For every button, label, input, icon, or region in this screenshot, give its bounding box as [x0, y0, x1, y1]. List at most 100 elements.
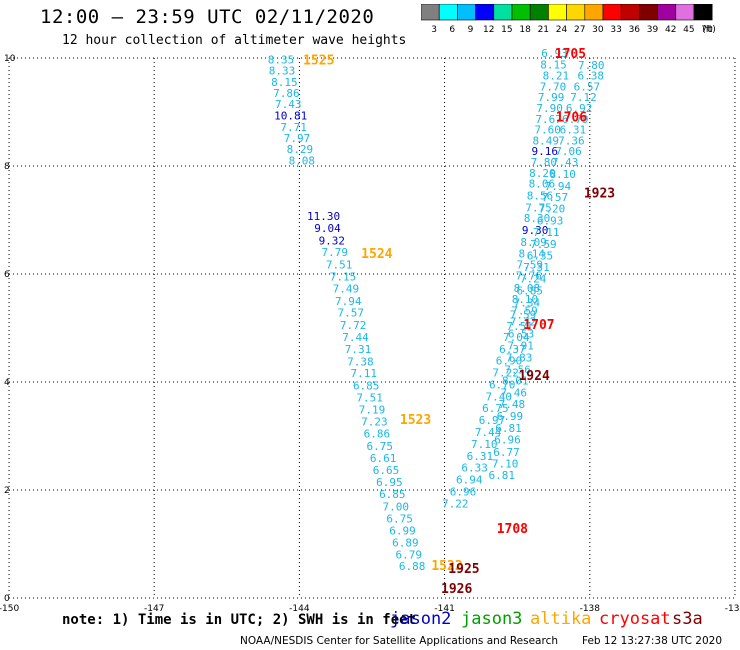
wave-height-value: 8.33 [269, 65, 296, 78]
wave-height-value: 7.83 [506, 351, 533, 364]
wave-height-value: 6.65 [373, 464, 400, 477]
wave-height-value: 6.38 [578, 70, 605, 83]
legend-s3a: s3a [672, 609, 703, 629]
wave-height-value: 7.15 [330, 270, 357, 283]
wave-height-value: 7.10 [471, 438, 498, 451]
wave-height-value: 6.89 [392, 537, 419, 550]
wave-height-value: 6.85 [517, 285, 544, 298]
wave-height-value: 9.04 [314, 222, 341, 235]
wave-height-value: 7.06 [555, 145, 582, 158]
wave-height-value: 6.77 [493, 446, 520, 459]
wave-height-value: 6.93 [537, 214, 564, 227]
wave-height-value: 8.15 [540, 58, 567, 71]
y-tick-label: 2 [4, 486, 10, 496]
wave-height-value: 8.29 [287, 143, 314, 156]
wave-height-value: 7.59 [510, 308, 537, 321]
wave-height-value: 7.94 [545, 180, 572, 193]
wave-height-value: 9.30 [522, 224, 549, 237]
wave-height-value: 6.99 [389, 524, 416, 537]
wave-height-value: 6.37 [499, 343, 526, 356]
x-tick-label: -147 [144, 604, 164, 614]
pass-time-label: 1926 [441, 582, 472, 597]
wave-height-value: 7.97 [284, 132, 311, 145]
wave-height-value: 6.85 [353, 380, 380, 393]
colorbar-label: 33 [610, 25, 621, 35]
colorbar-label: 39 [647, 25, 659, 35]
wave-height-value: 7.80 [578, 59, 605, 72]
wave-height-value: 7.59 [517, 259, 544, 272]
wave-height-value: 6.57 [574, 80, 601, 93]
wave-height-value: 6.99 [497, 410, 524, 423]
wave-height-value: 7.20 [539, 202, 566, 215]
wave-height-value: 6.90 [496, 355, 523, 368]
colorbar-label: 21 [538, 25, 549, 35]
wave-height-value: 6.31 [560, 124, 587, 137]
generated-timestamp: Feb 12 13:27:38 UTC 2020 [582, 635, 722, 647]
wave-height-value: 7.51 [506, 320, 533, 333]
wave-height-value: 8.14 [518, 247, 545, 260]
credit-line: NOAA/NESDIS Center for Satellite Applica… [240, 635, 558, 647]
colorbar-label: 12 [483, 25, 494, 35]
pass-time-label: 1524 [361, 247, 392, 262]
wave-height-value: 8.01 [502, 375, 529, 388]
pass-time-label: 1523 [400, 413, 431, 428]
wave-height-value: 9.16 [532, 145, 559, 158]
colorbar-label: 3 [431, 25, 437, 35]
wave-height-value: 6.75 [482, 402, 509, 415]
colorbar-label: 27 [574, 25, 585, 35]
wave-height-value: 7.49 [333, 282, 360, 295]
colorbar-unit: (ft) [702, 25, 716, 35]
wave-height-value: 7.00 [382, 501, 409, 514]
wave-height-value: 8.10 [549, 168, 576, 181]
wave-height-value: 7.11 [533, 226, 560, 239]
wave-height-value: 6.97 [479, 414, 506, 427]
wave-height-value: 6.75 [386, 512, 413, 525]
wave-height-value: 7.31 [523, 261, 550, 274]
x-tick-label: -141 [434, 604, 454, 614]
wave-height-value: 7.51 [356, 391, 383, 404]
wave-height-value: 7.11 [351, 367, 378, 380]
pass-time-label: 1924 [518, 369, 549, 384]
wave-height-value: 7.23 [361, 416, 388, 429]
colorbar-label: 42 [665, 25, 676, 35]
colorbar-label: 6 [449, 25, 455, 35]
wave-height-value: 7.12 [570, 91, 597, 104]
wave-height-value: 7.67 [535, 113, 562, 126]
colorbar-label: 18 [519, 25, 531, 35]
wave-height-value: 7.19 [359, 403, 386, 416]
wave-height-value: 6.96 [450, 485, 477, 498]
wave-height-value: 7.44 [475, 426, 502, 439]
wave-height-value: 6.70 [489, 378, 516, 391]
wave-height-value: 7.51 [326, 259, 353, 272]
pass-time-label: 1705 [555, 47, 586, 62]
colorbar-label: 36 [629, 25, 641, 35]
x-tick-label: -135 [725, 604, 740, 614]
wave-height-value: 6.53 [508, 328, 535, 341]
wave-height-value: 8.09 [520, 236, 547, 249]
wave-height-value: 6.61 [370, 452, 397, 465]
legend-cryosat: cryosat [599, 609, 671, 629]
wave-height-value: 7.76 [516, 269, 543, 282]
y-tick-label: 8 [4, 162, 10, 172]
wave-height-value: 7.94 [335, 295, 362, 308]
pass-time-label: 1708 [497, 522, 528, 537]
wave-height-value: 7.44 [342, 331, 369, 344]
wave-height-value: 8.35 [268, 53, 295, 66]
x-tick-label: -150 [0, 604, 19, 614]
wave-height-value: 6.35 [527, 249, 554, 262]
wave-height-value: 8.08 [289, 154, 316, 167]
wave-height-value: 8.49 [533, 134, 560, 147]
units-note: note: 1) Time is in UTC; 2) SWH is in fe… [62, 612, 417, 628]
legend-altika: altika [530, 609, 592, 629]
wave-height-value: 6.93 [541, 47, 568, 60]
pass-time-label: 1707 [523, 318, 554, 333]
wave-height-value: 6.31 [467, 450, 494, 463]
wave-height-value: 7.40 [486, 390, 513, 403]
wave-height-value: 8.56 [527, 189, 554, 202]
wave-height-value: 7.22 [442, 497, 469, 510]
wave-height-value: 7.48 [499, 398, 526, 411]
wave-height-value: 7.57 [542, 191, 569, 204]
wave-height-value: 9.32 [319, 234, 346, 247]
wave-height-value: 6.85 [379, 488, 406, 501]
wave-height-value: 6.86 [364, 428, 391, 441]
